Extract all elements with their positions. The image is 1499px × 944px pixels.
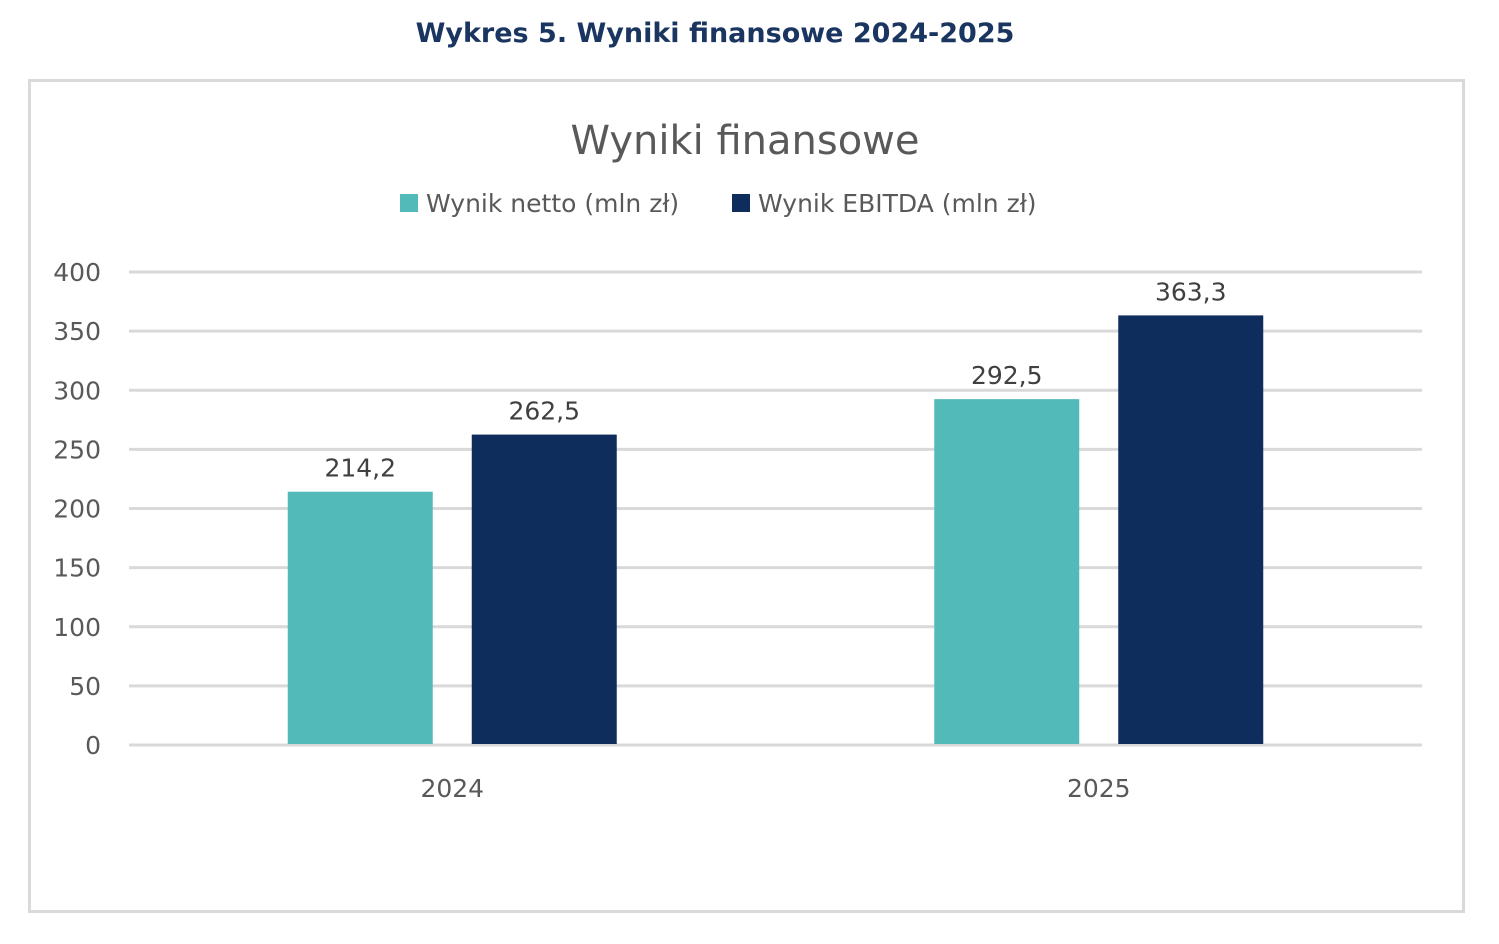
y-tick-label: 50 (69, 672, 101, 701)
x-tick-label: 2024 (420, 774, 484, 803)
legend: Wynik netto (mln zł) Wynik EBITDA (mln z… (400, 189, 1037, 218)
y-tick-label: 0 (85, 731, 101, 760)
bars (287, 315, 1264, 744)
data-label: 292,5 (971, 361, 1043, 390)
y-tick-label: 100 (53, 613, 101, 642)
legend-label-netto: Wynik netto (mln zł) (426, 189, 679, 218)
y-tick-label: 200 (53, 495, 101, 524)
bar-ebitda-2025 (1118, 315, 1264, 744)
data-label: 262,5 (508, 397, 580, 426)
legend-label-ebitda: Wynik EBITDA (mln zł) (758, 189, 1037, 218)
bar-netto-2024 (287, 491, 433, 744)
chart-title: Wyniki finansowe (570, 118, 919, 164)
y-tick-label: 350 (53, 317, 101, 346)
data-label: 214,2 (324, 454, 396, 483)
data-labels: 214,2 262,5 292,5 363,3 (324, 277, 1226, 482)
y-tick-label: 400 (53, 258, 101, 287)
y-tick-label: 300 (53, 376, 101, 405)
bar-netto-2025 (934, 399, 1080, 744)
bar-ebitda-2024 (471, 434, 617, 744)
y-tick-label: 150 (53, 554, 101, 583)
x-tick-label: 2025 (1067, 774, 1131, 803)
figure-caption: Wykres 5. Wyniki finansowe 2024-2025 (415, 18, 1015, 49)
x-axis: 2024 2025 (420, 774, 1130, 803)
data-label: 363,3 (1155, 277, 1227, 306)
y-axis: 0 50 100 150 200 250 300 350 400 (53, 258, 101, 760)
y-tick-label: 250 (53, 435, 101, 464)
legend-swatch-netto (400, 194, 418, 212)
legend-swatch-ebitda (732, 194, 750, 212)
